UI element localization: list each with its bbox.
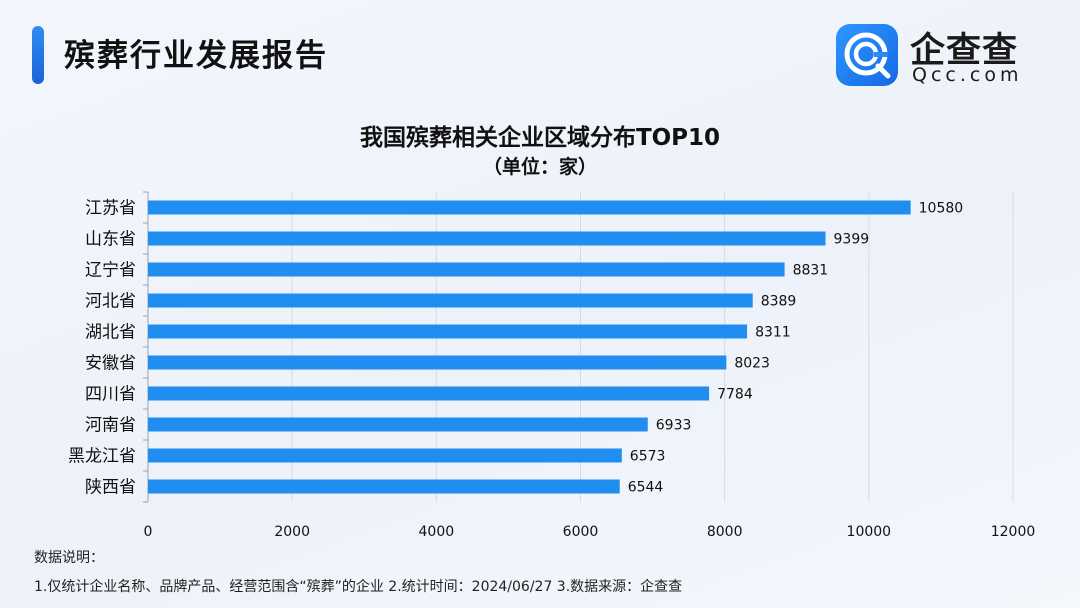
value-label: 8311 xyxy=(755,325,791,341)
value-label: 6544 xyxy=(628,480,664,496)
page-title: 殡葬行业发展报告 xyxy=(64,38,328,74)
bar xyxy=(148,200,911,215)
chart-unit-label: （单位：家） xyxy=(482,156,597,178)
category-label: 黑龙江省 xyxy=(68,447,136,467)
bar xyxy=(148,417,648,432)
value-label: 9399 xyxy=(834,232,870,248)
category-label: 辽宁省 xyxy=(85,261,136,281)
value-label: 8831 xyxy=(793,263,829,279)
footnote-heading: 数据说明： xyxy=(34,550,104,566)
x-tick-label: 8000 xyxy=(707,524,743,540)
bar xyxy=(148,324,748,339)
value-label: 7784 xyxy=(717,387,753,403)
header-accent-bar xyxy=(32,26,44,84)
brand-domain: Qcc.com xyxy=(912,64,1023,86)
bar xyxy=(148,262,785,277)
brand-logo: 企查查 Qcc.com xyxy=(836,24,1056,88)
category-label: 四川省 xyxy=(85,385,136,405)
value-label: 10580 xyxy=(919,201,964,217)
chart-title: 我国殡葬相关企业区域分布TOP10 xyxy=(359,125,721,151)
x-tick-label: 10000 xyxy=(847,524,892,540)
bar xyxy=(148,355,727,370)
x-tick-label: 6000 xyxy=(563,524,599,540)
category-label: 河南省 xyxy=(85,416,136,436)
value-label: 6933 xyxy=(656,418,692,434)
x-tick-label: 2000 xyxy=(274,524,310,540)
value-label: 8389 xyxy=(761,294,797,310)
category-label: 山东省 xyxy=(85,230,136,250)
category-label: 江苏省 xyxy=(85,199,136,219)
category-label: 安徽省 xyxy=(85,354,136,374)
x-tick-label: 4000 xyxy=(419,524,455,540)
bar xyxy=(148,293,753,308)
category-label: 河北省 xyxy=(85,292,136,312)
qcc-logo-icon xyxy=(836,24,898,86)
footnote-text: 1.仅统计企业名称、品牌产品、经营范围含“殡葬”的企业 2.统计时间：2024/… xyxy=(34,579,683,595)
brand-name: 企查查 xyxy=(910,31,1019,71)
category-label: 陕西省 xyxy=(85,478,136,498)
x-tick-label: 0 xyxy=(144,524,153,540)
bar xyxy=(148,448,622,463)
bar xyxy=(148,386,710,401)
value-label: 8023 xyxy=(734,356,770,372)
x-tick-label: 12000 xyxy=(991,524,1036,540)
category-label: 湖北省 xyxy=(85,323,136,343)
value-label: 6573 xyxy=(630,449,666,465)
bar xyxy=(148,479,620,494)
bar xyxy=(148,231,826,246)
